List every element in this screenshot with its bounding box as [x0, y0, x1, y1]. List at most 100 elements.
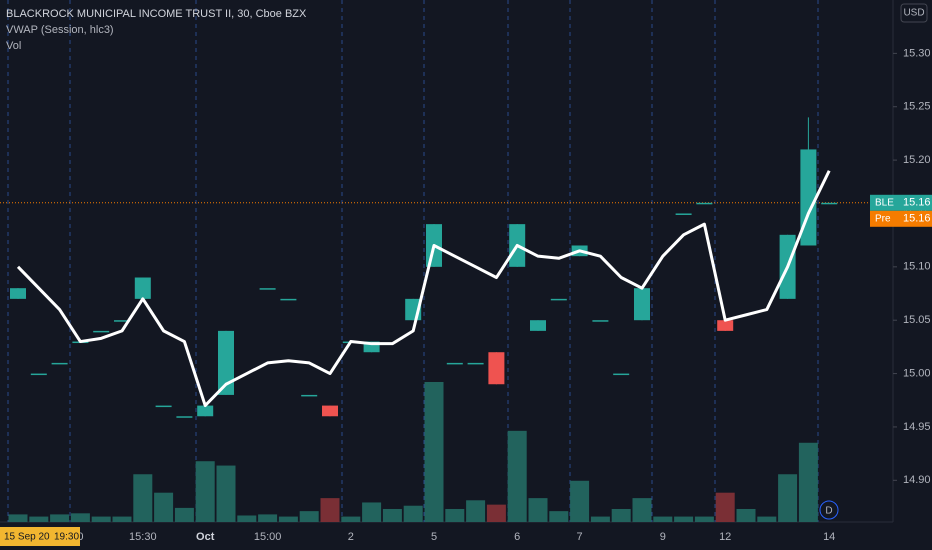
candle-body — [821, 202, 838, 205]
x-tick-label: 6 — [514, 531, 520, 543]
y-tick-label: 14.95 — [903, 421, 931, 433]
dividend-letter[interactable]: D — [825, 506, 832, 517]
volume-bar — [50, 514, 70, 522]
candle-body — [114, 320, 130, 322]
x-tick-label: 5 — [431, 531, 437, 543]
volume-bar — [757, 516, 777, 522]
candle-body — [93, 330, 110, 333]
pre_market-tag-value: 15.16 — [903, 213, 931, 225]
volume-bar — [216, 465, 236, 522]
volume-bar — [798, 442, 818, 522]
last_price-tag-name: BLE — [875, 197, 894, 208]
volume-bar — [632, 498, 652, 522]
x-tick-label: 2 — [348, 531, 354, 543]
volume-bar — [653, 516, 673, 522]
volume-bar — [590, 516, 610, 522]
volume-bar — [29, 516, 49, 522]
candle-body — [51, 362, 68, 365]
candle-body — [155, 405, 172, 408]
volume-bar — [424, 382, 444, 522]
indicator-label: VWAP (Session, hlc3) — [6, 24, 114, 36]
candle-body — [10, 288, 26, 299]
candle-body — [197, 405, 214, 417]
candle-body — [550, 298, 567, 301]
currency-box[interactable] — [900, 3, 928, 23]
volume-bar — [528, 498, 548, 522]
volume-bar — [715, 492, 735, 522]
volume-bar — [195, 461, 215, 522]
candle-body — [717, 320, 734, 331]
volume-bar — [694, 516, 714, 522]
volume-bar — [362, 502, 382, 522]
currency[interactable]: USD — [903, 8, 924, 19]
y-tick-label: 15.20 — [903, 154, 931, 166]
volume-bar — [486, 504, 506, 522]
y-tick-label: 15.05 — [903, 314, 931, 326]
candle-body — [634, 288, 650, 321]
candle-body — [30, 373, 47, 376]
candle-body — [467, 362, 484, 365]
x-tick-label: 12 — [719, 531, 731, 543]
candle-body — [696, 202, 713, 205]
volume-bar — [112, 516, 132, 522]
candle-body — [488, 352, 505, 385]
volume-bar — [174, 507, 194, 522]
x-tick-label: 7 — [577, 531, 583, 543]
volume-bar — [154, 492, 174, 522]
y-tick-label: 15.30 — [903, 47, 931, 59]
candle-body — [259, 288, 276, 290]
chart-title: BLACKROCK MUNICIPAL INCOME TRUST II, 30,… — [6, 8, 307, 20]
volume-label: Vol — [6, 40, 21, 52]
x-tick-label: 15:00 — [254, 531, 282, 543]
candle-body — [322, 405, 338, 417]
volume-bar — [445, 508, 465, 522]
candle-body — [530, 320, 546, 331]
x-tick-label: 0 — [77, 531, 83, 543]
cursor-date: 15 Sep 20 — [4, 532, 50, 543]
last_price-tag-value: 15.16 — [903, 197, 931, 209]
volume-bar — [382, 508, 402, 522]
volume-bar — [611, 508, 631, 522]
x-tick-label: 15:30 — [129, 531, 157, 543]
x-tick-label: 9 — [660, 531, 666, 543]
candle-body — [363, 341, 380, 353]
vwap-line — [16, 170, 831, 408]
cursor-time: 19:30 — [54, 532, 79, 543]
volume-bar — [320, 498, 340, 522]
y-tick-label: 14.90 — [903, 474, 931, 486]
volume-bar — [70, 513, 90, 522]
pre_market-tag — [870, 210, 932, 227]
volume-bar — [258, 514, 278, 522]
candle-body — [280, 298, 297, 301]
candle-body — [218, 330, 234, 395]
volume-bar — [736, 508, 756, 522]
candle-body — [613, 373, 630, 376]
candle-body — [301, 394, 318, 397]
volume-bar — [507, 430, 527, 522]
volume-bar — [299, 511, 319, 522]
volume-bar — [403, 505, 423, 522]
volume-bar — [778, 474, 798, 522]
volume-bar — [278, 516, 298, 522]
y-tick-label: 15.00 — [903, 367, 931, 379]
candle-body — [592, 320, 609, 322]
y-tick-label: 15.25 — [903, 101, 931, 113]
dividend-marker[interactable] — [819, 500, 839, 520]
x-tick-label: 14 — [823, 531, 835, 543]
pre_market-tag-name: Pre — [875, 213, 891, 224]
volume-bar — [91, 516, 111, 522]
candle-body — [446, 362, 463, 365]
volume-bar — [466, 500, 486, 522]
cursor-date-tag — [0, 527, 80, 546]
y-tick-label: 15.10 — [903, 261, 931, 273]
last_price-tag — [870, 194, 932, 211]
volume-bar — [341, 516, 361, 522]
volume-bar — [8, 514, 28, 522]
volume-bar — [570, 480, 590, 522]
x-tick-label: Oct — [196, 531, 215, 543]
candle-body — [675, 213, 692, 215]
volume-bar — [237, 515, 257, 522]
